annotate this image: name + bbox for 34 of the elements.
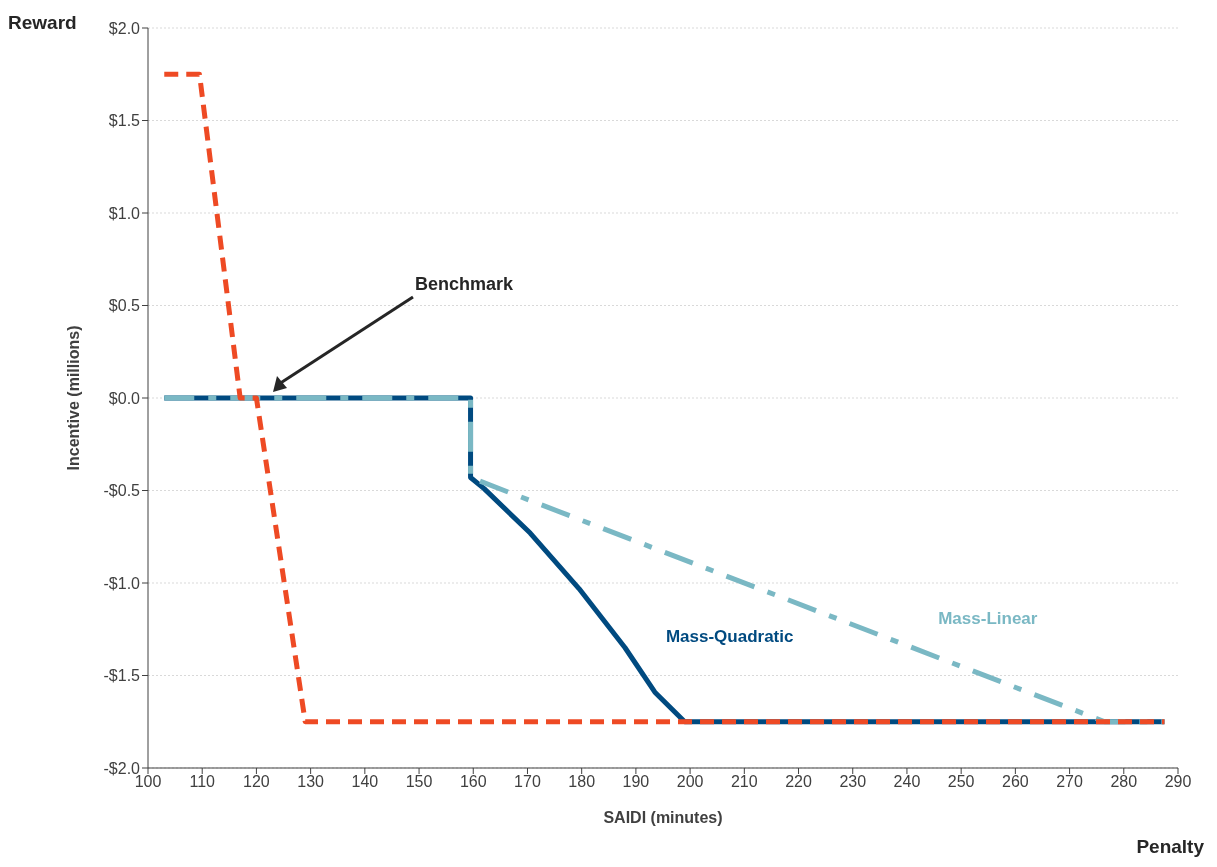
annotation: Benchmark (415, 274, 515, 294)
x-tick-label: 200 (676, 773, 704, 791)
text: Mass-Quadratic (665, 626, 794, 646)
y-tick-label: $2.0 (108, 19, 141, 37)
x-tick-label: 130 (297, 773, 325, 791)
text: Penalty (1136, 836, 1204, 858)
x-tick-label: 120 (243, 773, 270, 791)
text: Reward (8, 12, 77, 34)
y-tick-label: -$1.5 (103, 667, 141, 685)
y-axis-title: Incentive (millions) (64, 325, 82, 471)
x-tick-label: 270 (1056, 773, 1084, 791)
x-tick-label: 290 (1164, 773, 1192, 791)
y-tick-label: $0.5 (108, 297, 141, 315)
x-tick-label: 260 (1002, 773, 1029, 791)
x-tick-label: 240 (893, 773, 921, 791)
y-tick-label: $1.0 (108, 204, 141, 222)
x-tick-label: 110 (189, 773, 216, 791)
x-tick-label: 140 (351, 773, 379, 791)
x-tick-label: 210 (730, 773, 758, 791)
x-tick-label: 220 (785, 773, 812, 791)
x-tick-label: 250 (947, 773, 975, 791)
x-tick-label: 170 (514, 773, 541, 791)
x-tick-label: 280 (1110, 773, 1138, 791)
x-axis-title: SAIDI (minutes) (603, 809, 723, 826)
x-tick-label: 180 (568, 773, 596, 791)
x-tick-label: 150 (405, 773, 433, 791)
y-tick-label: -$0.5 (103, 482, 141, 500)
x-tick-label: 190 (622, 773, 650, 791)
x-tick-label: 230 (839, 773, 867, 791)
y-tick-label: -$1.0 (103, 574, 141, 592)
y-tick-label: $1.5 (108, 112, 141, 130)
x-tick-label: 160 (459, 773, 487, 791)
series-label: Mass-Linear (938, 608, 1038, 628)
y-tick-label: $0.0 (108, 389, 141, 407)
